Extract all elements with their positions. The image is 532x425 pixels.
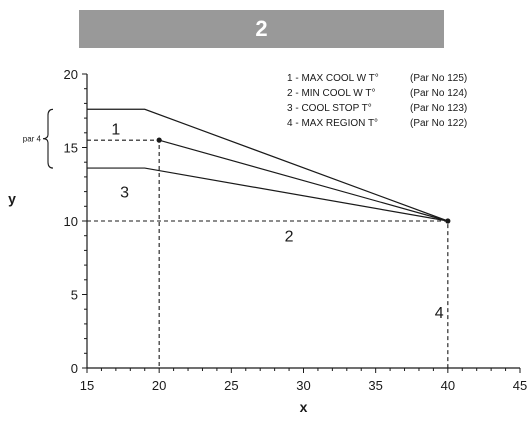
x-tick-label: 15 bbox=[80, 378, 94, 393]
legend-item-name: 3 - COOL STOP T° bbox=[287, 103, 372, 114]
data-point bbox=[445, 218, 451, 224]
brace-shape bbox=[42, 108, 54, 169]
region-label: 3 bbox=[120, 185, 129, 202]
series-line bbox=[87, 108, 449, 222]
series-line bbox=[159, 139, 448, 222]
figure-number: 2 bbox=[255, 16, 268, 41]
y-tick-label: 0 bbox=[71, 361, 78, 376]
y-tick-label: 5 bbox=[71, 288, 78, 303]
region-label: 1 bbox=[111, 121, 120, 138]
x-tick-label: 45 bbox=[513, 378, 527, 393]
legend-item-param: (Par No 124) bbox=[410, 88, 467, 99]
y-tick-label: 10 bbox=[64, 214, 78, 229]
legend-item-param: (Par No 125) bbox=[410, 73, 467, 84]
y-tick-label: 15 bbox=[64, 141, 78, 156]
x-tick-label: 35 bbox=[368, 378, 382, 393]
dashed-reference-line bbox=[87, 220, 449, 368]
y-axis-label: y bbox=[8, 190, 16, 206]
brace-label: par 4 bbox=[23, 135, 42, 144]
legend-item-name: 1 - MAX COOL W T° bbox=[287, 73, 379, 84]
x-axis-label: x bbox=[300, 399, 308, 415]
reference-lines bbox=[87, 139, 449, 368]
series-lines bbox=[87, 108, 449, 222]
legend-item-name: 2 - MIN COOL W T° bbox=[287, 88, 375, 99]
region-labels: 1 3 2 4 bbox=[111, 121, 443, 322]
figure-number-banner: 2 bbox=[79, 10, 444, 48]
x-tick-label: 30 bbox=[296, 378, 310, 393]
x-tick-label: 20 bbox=[152, 378, 166, 393]
x-tick-label: 40 bbox=[441, 378, 455, 393]
dashed-reference-line bbox=[87, 139, 160, 368]
region-label: 4 bbox=[435, 305, 444, 322]
data-points bbox=[156, 137, 451, 224]
legend: 1 - MAX COOL W T° (Par No 125) 2 - MIN COO… bbox=[287, 73, 467, 129]
data-point bbox=[156, 137, 162, 143]
series-line bbox=[87, 167, 448, 222]
brace-annotation: par 4 bbox=[23, 108, 54, 169]
y-tick-label: 20 bbox=[64, 67, 78, 82]
region-label: 2 bbox=[285, 229, 294, 246]
legend-item-param: (Par No 122) bbox=[410, 118, 467, 129]
legend-item-name: 4 - MAX REGION T° bbox=[287, 118, 378, 129]
legend-item-param: (Par No 123) bbox=[410, 103, 467, 114]
x-tick-label: 25 bbox=[224, 378, 238, 393]
